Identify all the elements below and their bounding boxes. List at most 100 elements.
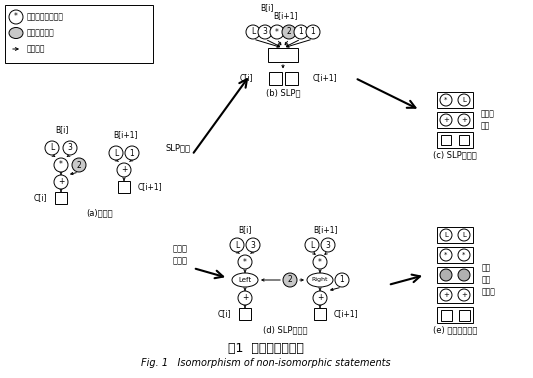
Circle shape	[270, 25, 284, 39]
Text: L: L	[462, 232, 466, 238]
Text: S: S	[59, 194, 63, 203]
Text: (e) 补充图指令组: (e) 补充图指令组	[433, 325, 477, 335]
Text: B[i]: B[i]	[238, 226, 252, 234]
Text: +: +	[242, 293, 248, 302]
Text: C[i+1]: C[i+1]	[313, 73, 337, 82]
Text: L: L	[50, 144, 54, 152]
Circle shape	[440, 229, 452, 241]
Text: *: *	[243, 257, 247, 266]
Text: L: L	[114, 149, 118, 158]
Text: B[i+1]: B[i+1]	[273, 11, 297, 20]
Text: 2: 2	[288, 276, 293, 285]
FancyBboxPatch shape	[268, 48, 298, 62]
Text: L: L	[251, 28, 255, 37]
Text: 选择指令节点: 选择指令节点	[27, 28, 55, 37]
Text: S: S	[444, 312, 448, 318]
Text: Left: Left	[238, 277, 252, 283]
Text: 指令节点或者常量: 指令节点或者常量	[27, 12, 64, 22]
Circle shape	[63, 141, 77, 155]
FancyBboxPatch shape	[458, 310, 470, 321]
Text: Right: Right	[312, 277, 328, 282]
Circle shape	[321, 238, 335, 252]
Circle shape	[117, 163, 131, 177]
Text: +: +	[443, 117, 449, 123]
Circle shape	[440, 289, 452, 301]
Circle shape	[335, 273, 349, 287]
Circle shape	[54, 158, 68, 172]
Text: (c) SLP指令组: (c) SLP指令组	[433, 150, 477, 160]
Text: B[i]: B[i]	[260, 3, 273, 12]
Text: C[i]: C[i]	[34, 194, 47, 203]
Text: 3: 3	[68, 144, 72, 152]
FancyBboxPatch shape	[437, 247, 473, 263]
Ellipse shape	[232, 273, 258, 287]
Text: (d) SLP补充图: (d) SLP补充图	[263, 325, 307, 335]
Text: 非同构
指令: 非同构 指令	[481, 110, 495, 130]
Circle shape	[458, 94, 470, 106]
Circle shape	[458, 269, 470, 281]
Circle shape	[238, 291, 252, 305]
Text: B[i]: B[i]	[55, 125, 69, 135]
Text: C[i+1]: C[i+1]	[334, 310, 359, 319]
Text: L: L	[462, 97, 466, 103]
Text: +: +	[121, 166, 127, 175]
Circle shape	[306, 25, 320, 39]
Text: B[i+1]: B[i+1]	[313, 226, 337, 234]
FancyBboxPatch shape	[437, 287, 473, 303]
FancyBboxPatch shape	[440, 310, 451, 321]
Text: (b) SLP图: (b) SLP图	[266, 88, 300, 98]
Circle shape	[440, 94, 452, 106]
Text: SLP算法: SLP算法	[166, 144, 190, 152]
Text: S: S	[462, 312, 466, 318]
FancyBboxPatch shape	[441, 135, 451, 145]
Circle shape	[282, 25, 296, 39]
Text: +: +	[272, 50, 280, 60]
Text: B[i+1]: B[i+1]	[113, 130, 138, 139]
Text: 1: 1	[340, 276, 344, 285]
Text: L: L	[310, 240, 314, 249]
Text: *: *	[462, 252, 466, 258]
Text: *: *	[14, 12, 18, 22]
Text: S: S	[243, 310, 247, 319]
FancyBboxPatch shape	[239, 308, 251, 320]
Text: C[i+1]: C[i+1]	[138, 183, 163, 192]
FancyBboxPatch shape	[118, 181, 130, 193]
Text: S: S	[444, 137, 448, 143]
Circle shape	[246, 238, 260, 252]
Text: 数据流边: 数据流边	[27, 45, 45, 54]
Text: 3: 3	[263, 28, 268, 37]
FancyBboxPatch shape	[437, 307, 473, 323]
Circle shape	[440, 114, 452, 126]
Text: +: +	[286, 50, 294, 60]
FancyBboxPatch shape	[437, 112, 473, 128]
Text: 1: 1	[130, 149, 134, 158]
Circle shape	[458, 229, 470, 241]
Circle shape	[294, 25, 308, 39]
Text: +: +	[461, 292, 467, 298]
Circle shape	[440, 269, 452, 281]
FancyBboxPatch shape	[437, 92, 473, 108]
Circle shape	[246, 25, 260, 39]
Text: *: *	[318, 257, 322, 266]
Circle shape	[313, 291, 327, 305]
Text: C[i]: C[i]	[217, 310, 231, 319]
Circle shape	[9, 10, 23, 24]
FancyBboxPatch shape	[437, 132, 473, 148]
Text: 1: 1	[298, 28, 303, 37]
FancyBboxPatch shape	[314, 308, 326, 320]
Text: 图1  同构化异构语句: 图1 同构化异构语句	[228, 341, 304, 355]
Circle shape	[458, 114, 470, 126]
Circle shape	[458, 249, 470, 261]
Circle shape	[125, 146, 139, 160]
FancyBboxPatch shape	[269, 71, 281, 85]
Ellipse shape	[307, 273, 333, 287]
Circle shape	[72, 158, 86, 172]
Circle shape	[458, 289, 470, 301]
Text: 同构
化后
的指令: 同构 化后 的指令	[482, 264, 496, 296]
FancyBboxPatch shape	[5, 5, 153, 63]
Text: +: +	[58, 178, 64, 186]
FancyBboxPatch shape	[437, 227, 473, 243]
Circle shape	[440, 249, 452, 261]
Text: *: *	[445, 252, 448, 258]
Text: *: *	[275, 28, 279, 37]
